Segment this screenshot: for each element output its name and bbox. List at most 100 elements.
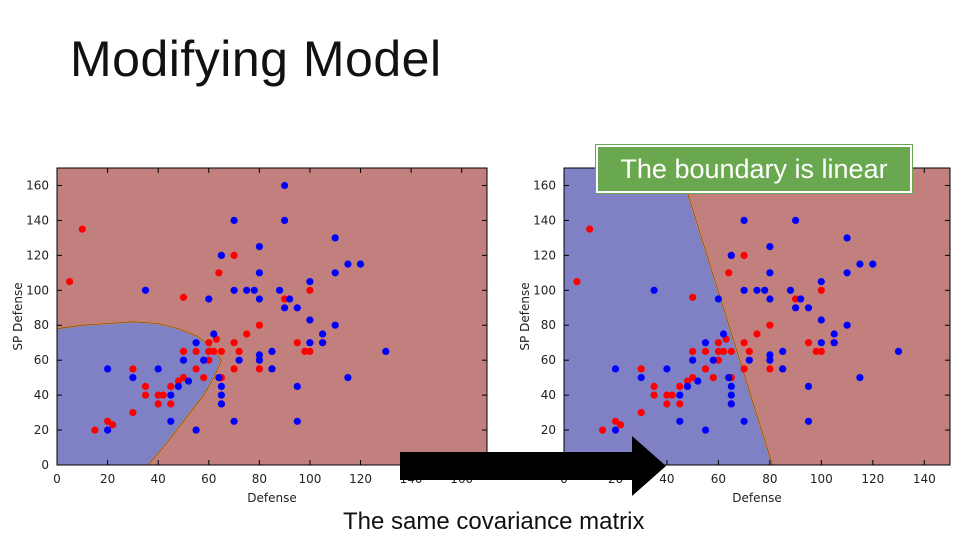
y-axis-label: SP Defense: [11, 282, 25, 350]
data-point: [611, 365, 620, 373]
data-point: [215, 374, 223, 382]
y-tick-label: 160: [533, 178, 556, 192]
data-point: [650, 286, 658, 294]
data-point: [663, 400, 671, 408]
data-point: [766, 351, 774, 359]
data-point: [663, 391, 671, 399]
data-point: [725, 374, 733, 382]
data-point: [192, 426, 200, 434]
data-point: [179, 356, 188, 364]
data-point: [856, 374, 864, 382]
data-point: [745, 356, 753, 364]
data-point: [740, 339, 748, 347]
data-point: [78, 225, 86, 233]
data-point: [650, 382, 658, 390]
data-point: [255, 356, 263, 364]
data-point: [293, 304, 301, 312]
data-point: [141, 286, 150, 294]
x-axis-label: Defense: [247, 491, 296, 505]
data-point: [129, 409, 137, 417]
data-point: [843, 321, 851, 329]
data-point: [255, 243, 263, 251]
data-point: [331, 269, 339, 277]
data-point: [611, 426, 620, 434]
y-tick-label: 140: [26, 213, 49, 227]
plot-frame: [56, 167, 488, 466]
data-point: [701, 426, 710, 434]
data-point: [200, 356, 208, 364]
data-point: [174, 382, 182, 390]
data-point: [243, 286, 251, 294]
data-point: [167, 391, 175, 399]
data-point: [205, 356, 213, 364]
y-tick-label: 60: [34, 353, 49, 367]
data-point: [293, 417, 301, 425]
data-point: [637, 409, 645, 417]
data-point: [817, 347, 825, 355]
x-tick-label: 60: [711, 472, 726, 486]
data-point: [701, 365, 710, 373]
x-tick-label: 140: [913, 472, 936, 486]
data-point: [766, 295, 774, 303]
data-point: [205, 339, 213, 347]
data-point: [740, 286, 748, 294]
data-point: [817, 316, 825, 324]
data-point: [725, 269, 733, 277]
data-point: [804, 382, 813, 390]
data-point: [766, 356, 774, 364]
data-point: [869, 260, 877, 268]
data-point: [804, 304, 813, 312]
data-point: [331, 234, 339, 242]
data-point: [66, 278, 74, 286]
data-point: [586, 225, 594, 233]
data-point: [179, 347, 188, 355]
decision-boundary-edge: [679, 167, 773, 466]
data-point: [766, 269, 774, 277]
data-point: [154, 391, 162, 399]
data-point: [637, 365, 645, 373]
data-point: [714, 339, 722, 347]
data-point: [727, 400, 735, 408]
data-point: [167, 382, 175, 390]
data-point: [205, 347, 213, 355]
data-point: [766, 321, 774, 329]
data-point: [230, 251, 238, 259]
data-point: [184, 377, 193, 385]
data-point: [766, 243, 774, 251]
x-tick-label: 100: [298, 472, 321, 486]
data-point: [714, 347, 722, 355]
data-point: [159, 391, 167, 399]
data-point: [812, 347, 820, 355]
data-point: [286, 295, 294, 303]
data-point: [761, 286, 769, 294]
data-point: [306, 278, 314, 286]
data-point: [843, 269, 851, 277]
data-point: [230, 286, 238, 294]
data-point: [179, 374, 188, 382]
data-point: [192, 365, 200, 373]
y-tick-label: 40: [541, 388, 556, 402]
right-arrow-icon: [400, 436, 666, 496]
data-point: [167, 400, 175, 408]
x-tick-label: 120: [349, 472, 372, 486]
data-point: [306, 316, 314, 324]
data-point: [276, 286, 284, 294]
data-point: [830, 339, 838, 347]
data-point: [683, 382, 692, 390]
x-tick-label: 100: [810, 472, 833, 486]
data-point: [217, 391, 225, 399]
x-axis-label: Defense: [732, 491, 781, 505]
region-class2: [564, 168, 773, 465]
data-point: [230, 216, 238, 224]
data-point: [104, 426, 112, 434]
x-tick-label: 80: [252, 472, 267, 486]
data-point: [293, 339, 301, 347]
data-point: [727, 382, 735, 390]
data-point: [217, 400, 225, 408]
callout-label: The boundary is linear: [596, 145, 912, 193]
data-point: [779, 347, 787, 355]
data-point: [745, 347, 753, 355]
y-tick-label: 160: [26, 178, 49, 192]
x-tick-label: 60: [201, 472, 216, 486]
data-point: [709, 356, 717, 364]
